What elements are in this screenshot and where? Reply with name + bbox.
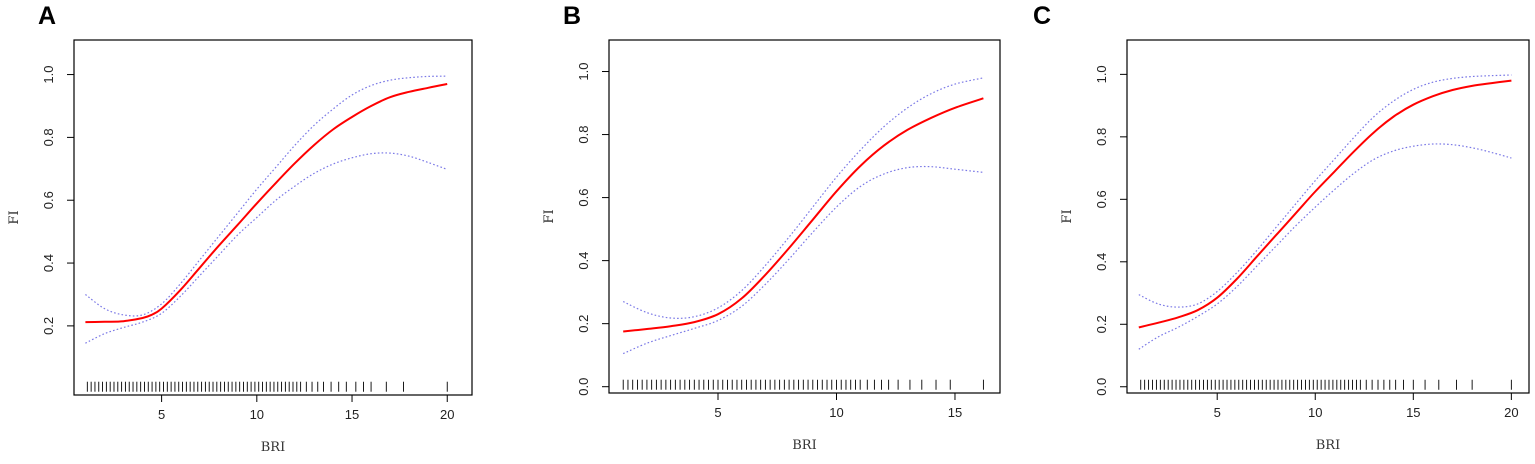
fitted-curve [623,97,984,333]
x-tick-label: 15 [948,405,962,420]
x-tick-label: 5 [158,407,165,422]
x-axis-title: BRI [1316,438,1340,453]
x-axis-title: BRI [792,438,816,453]
rug-group [622,379,984,390]
y-tick-label: 0.0 [1094,378,1109,396]
x-tick-label: 5 [1214,405,1221,420]
plot-frame-c [1126,39,1530,394]
y-tick-label: 0.4 [41,254,56,272]
x-tick-label: 15 [345,407,359,422]
y-tick-label: 1.0 [576,62,591,80]
panel-b: B 5 10 15 0.0 0.2 0.4 0.6 0.8 1.0 BRI FI [512,0,1024,464]
y-tick-label: 0.4 [576,252,591,270]
fitted-curve [85,83,448,324]
x-tick-label: 10 [250,407,264,422]
chart-c: 5 10 15 20 0.0 0.2 0.4 0.6 0.8 1.0 BRI FI [1060,39,1530,453]
y-tick-label: 0.0 [576,378,591,396]
chart-a: 5 10 15 20 0.2 0.4 0.6 0.8 1.0 BRI FI [7,39,473,455]
y-tick-label: 0.8 [576,126,591,144]
panel-letter-a: A [38,2,57,30]
upper-ci-curve [622,77,984,319]
fitted-curve [1138,79,1512,329]
panel-a: A 5 10 15 20 0.2 0.4 0.6 0.8 1.0 BRI FI [0,0,512,464]
x-tick-label: 20 [1504,405,1518,420]
chart-b: 5 10 15 0.0 0.2 0.4 0.6 0.8 1.0 BRI FI [542,39,1001,453]
y-axis-title: FI [542,209,557,223]
y-axis-title: FI [7,210,22,224]
plot-frame-b [608,39,1001,394]
y-tick-label: 0.8 [1094,128,1109,146]
y-tick-label: 0.6 [1094,190,1109,208]
y-tick-label: 0.4 [1094,253,1109,271]
x-tick-label: 15 [1406,405,1420,420]
panel-letter-b: B [563,2,582,30]
y-tick-label: 0.2 [41,317,56,335]
y-tick-label: 0.6 [41,191,56,209]
y-tick-label: 1.0 [41,66,56,84]
lower-ci-curve [622,165,984,355]
y-tick-label: 0.2 [1094,315,1109,333]
x-tick-label: 10 [1308,405,1322,420]
plot-frame-a [73,39,473,396]
panel-c: C 5 10 15 20 0.0 0.2 0.4 0.6 0.8 1.0 BRI FI [1024,0,1535,464]
y-tick-label: 0.8 [41,128,56,146]
lower-ci-curve [1138,143,1512,350]
y-tick-label: 0.6 [576,189,591,207]
upper-ci-curve [85,75,448,317]
y-tick-label: 1.0 [1094,65,1109,83]
x-tick-label: 20 [440,407,454,422]
y-axis-title: FI [1060,209,1075,223]
upper-ci-curve [1138,74,1512,308]
x-tick-label: 10 [829,405,843,420]
y-tick-label: 0.2 [576,315,591,333]
rug-group [86,381,448,392]
x-axis-title: BRI [261,440,285,455]
x-tick-label: 5 [714,405,721,420]
rug-group [1140,379,1512,390]
lower-ci-curve [85,152,448,344]
panel-letter-c: C [1033,2,1052,30]
